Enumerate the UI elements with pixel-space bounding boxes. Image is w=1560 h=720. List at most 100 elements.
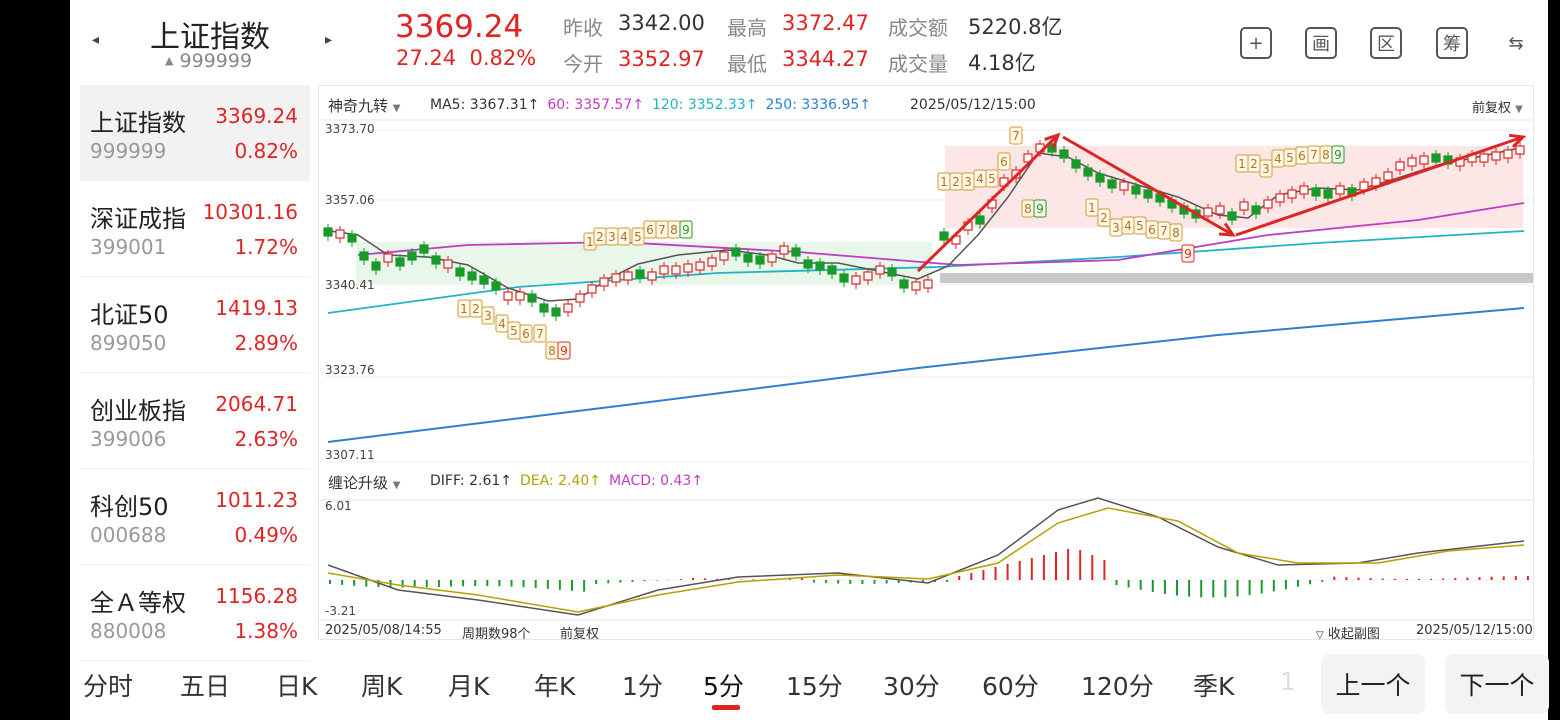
period-count: 周期数98个 (462, 627, 531, 642)
macd-legend-item: MACD: 0.43↑ (609, 473, 704, 489)
screen-switch-icon[interactable]: ⇆ (1508, 32, 1524, 54)
ma-legend-item: 120: 3352.33↑ (651, 97, 758, 113)
index-code: 880008 (90, 619, 167, 643)
index-list-item[interactable]: 科创50 1011.23 000688 0.49% (80, 469, 310, 565)
ma-legend-item: MA5: 3367.31↑ (430, 97, 540, 113)
candle-body (851, 275, 861, 285)
seq-up-3-box (1259, 159, 1273, 178)
seq-down-2-digit: 7 (1160, 224, 1168, 238)
candle-body (599, 277, 609, 287)
candle-body (1395, 161, 1405, 171)
candle-body (323, 227, 333, 237)
period-tab[interactable]: 季K (1193, 672, 1235, 701)
index-list-item[interactable]: 创业板指 2064.71 399006 2.63% (80, 373, 310, 469)
seq-up-3-digit: 1 (1238, 157, 1246, 171)
index-percent: 0.49% (234, 523, 298, 547)
seq-down-2-box (1085, 198, 1099, 217)
candle-body (731, 247, 741, 257)
candle-body (743, 253, 753, 263)
period-tab[interactable]: 五日 (180, 672, 231, 701)
period-tab[interactable]: 120分 (1081, 672, 1154, 701)
change-value: 27.24 (396, 46, 457, 70)
interval-icon[interactable]: 区 (1370, 27, 1402, 59)
index-list-item[interactable]: 上证指数 3369.24 999999 0.82% (80, 85, 310, 181)
index-list-item[interactable]: 全Ａ等权 1156.28 880008 1.38% (80, 565, 310, 661)
seq-up-2-digit: 6 (1000, 155, 1008, 169)
candle-body (839, 273, 849, 283)
candle-body (975, 215, 985, 225)
period-tab[interactable]: 5分 (703, 672, 744, 701)
collapse-subchart-button[interactable]: ▽ 收起副图 (1316, 623, 1380, 642)
seq-up-1-digit: 6 (646, 223, 654, 237)
period-tab[interactable]: 1 (1280, 667, 1296, 696)
period-tab[interactable]: 15分 (786, 672, 843, 701)
candle-body (1239, 201, 1249, 211)
candle-body (719, 251, 729, 261)
index-percent: 0.82% (234, 139, 298, 163)
period-tab[interactable]: 日K (276, 672, 318, 701)
seq-down-2-digit: 9 (1184, 247, 1192, 261)
sub-y-tick: -3.21 (325, 604, 357, 618)
sub-indicator-label: 缠论升级 (328, 474, 389, 492)
candle-body (1491, 151, 1501, 161)
index-percent: 1.72% (234, 235, 298, 259)
candle-body (707, 257, 717, 267)
adjust-selector[interactable]: 前复权 ▼ (1472, 97, 1523, 116)
adjust-label: 前复权 (1472, 101, 1512, 116)
candle-body (539, 303, 549, 313)
period-tab[interactable]: 周K (361, 672, 403, 701)
main-indicator-selector[interactable]: 神奇九转 ▼ (328, 95, 401, 116)
draw-icon[interactable]: 画 (1305, 27, 1337, 59)
add-icon[interactable]: + (1240, 27, 1272, 59)
seq-down-2-digit: 8 (1172, 226, 1180, 240)
index-list: 上证指数 3369.24 999999 0.82% 深证成指 10301.16 399001… (80, 85, 310, 661)
index-list-item[interactable]: 北证50 1419.13 899050 2.89% (80, 277, 310, 373)
trend-arrow-line (1062, 135, 1234, 237)
sub-indicator-selector[interactable]: 缠论升级 ▼ (328, 472, 401, 493)
prev-index-arrow[interactable]: ◂ (92, 32, 100, 48)
period-tab[interactable]: 年K (534, 672, 576, 701)
period-tab[interactable]: 分时 (83, 672, 134, 701)
period-tab[interactable]: 60分 (982, 672, 1039, 701)
period-tab[interactable]: 30分 (883, 672, 940, 701)
seq-up-3-digit: 4 (1274, 152, 1282, 166)
seq-down-2-digit: 2 (1100, 211, 1108, 225)
stat-label: 最高 (727, 16, 767, 40)
ma250-line (327, 307, 1525, 443)
seq-up-1-digit: 8 (670, 223, 678, 237)
ma-legend-item: 60: 3357.57↑ (547, 97, 644, 113)
candle-body (887, 267, 897, 277)
seq-up-2-box (1033, 199, 1047, 218)
seq-up-2-digit: 4 (976, 172, 984, 186)
period-tab[interactable]: 月K (448, 672, 490, 701)
chips-icon[interactable]: 筹 (1436, 27, 1468, 59)
seq-up-2-digit: 7 (1012, 129, 1020, 143)
stat-label: 今开 (563, 52, 603, 76)
seq-up-3-digit: 5 (1286, 151, 1294, 165)
candle-body (347, 233, 357, 243)
seq-down-1-digit: 3 (484, 309, 492, 323)
candle-body (683, 263, 693, 273)
period-tab[interactable]: 1分 (622, 672, 663, 701)
candle-body (563, 303, 573, 313)
seq-up-1-box (679, 220, 693, 239)
seq-down-2-digit: 3 (1112, 221, 1120, 235)
seq-up-1-digit: 1 (586, 235, 594, 249)
seq-down-1-digit: 6 (522, 327, 530, 341)
seq-down-1-digit: 5 (510, 324, 518, 338)
index-name: 科创50 (90, 493, 169, 521)
candle-body (1251, 205, 1261, 215)
candle-body (827, 265, 837, 275)
stat-value: 3352.97 (618, 47, 705, 71)
main-indicator-label: 神奇九转 (328, 97, 389, 115)
candle-body (1263, 199, 1273, 209)
next-stock-button[interactable]: 下一个 (1445, 654, 1549, 714)
seq-up-3-digit: 6 (1298, 149, 1306, 163)
next-index-arrow[interactable]: ▸ (325, 32, 333, 48)
candle-body (1479, 153, 1489, 163)
index-list-item[interactable]: 深证成指 10301.16 399001 1.72% (80, 181, 310, 277)
candle-body (1047, 143, 1057, 153)
kline-chart-panel (318, 85, 1534, 640)
prev-stock-button[interactable]: 上一个 (1321, 654, 1425, 714)
